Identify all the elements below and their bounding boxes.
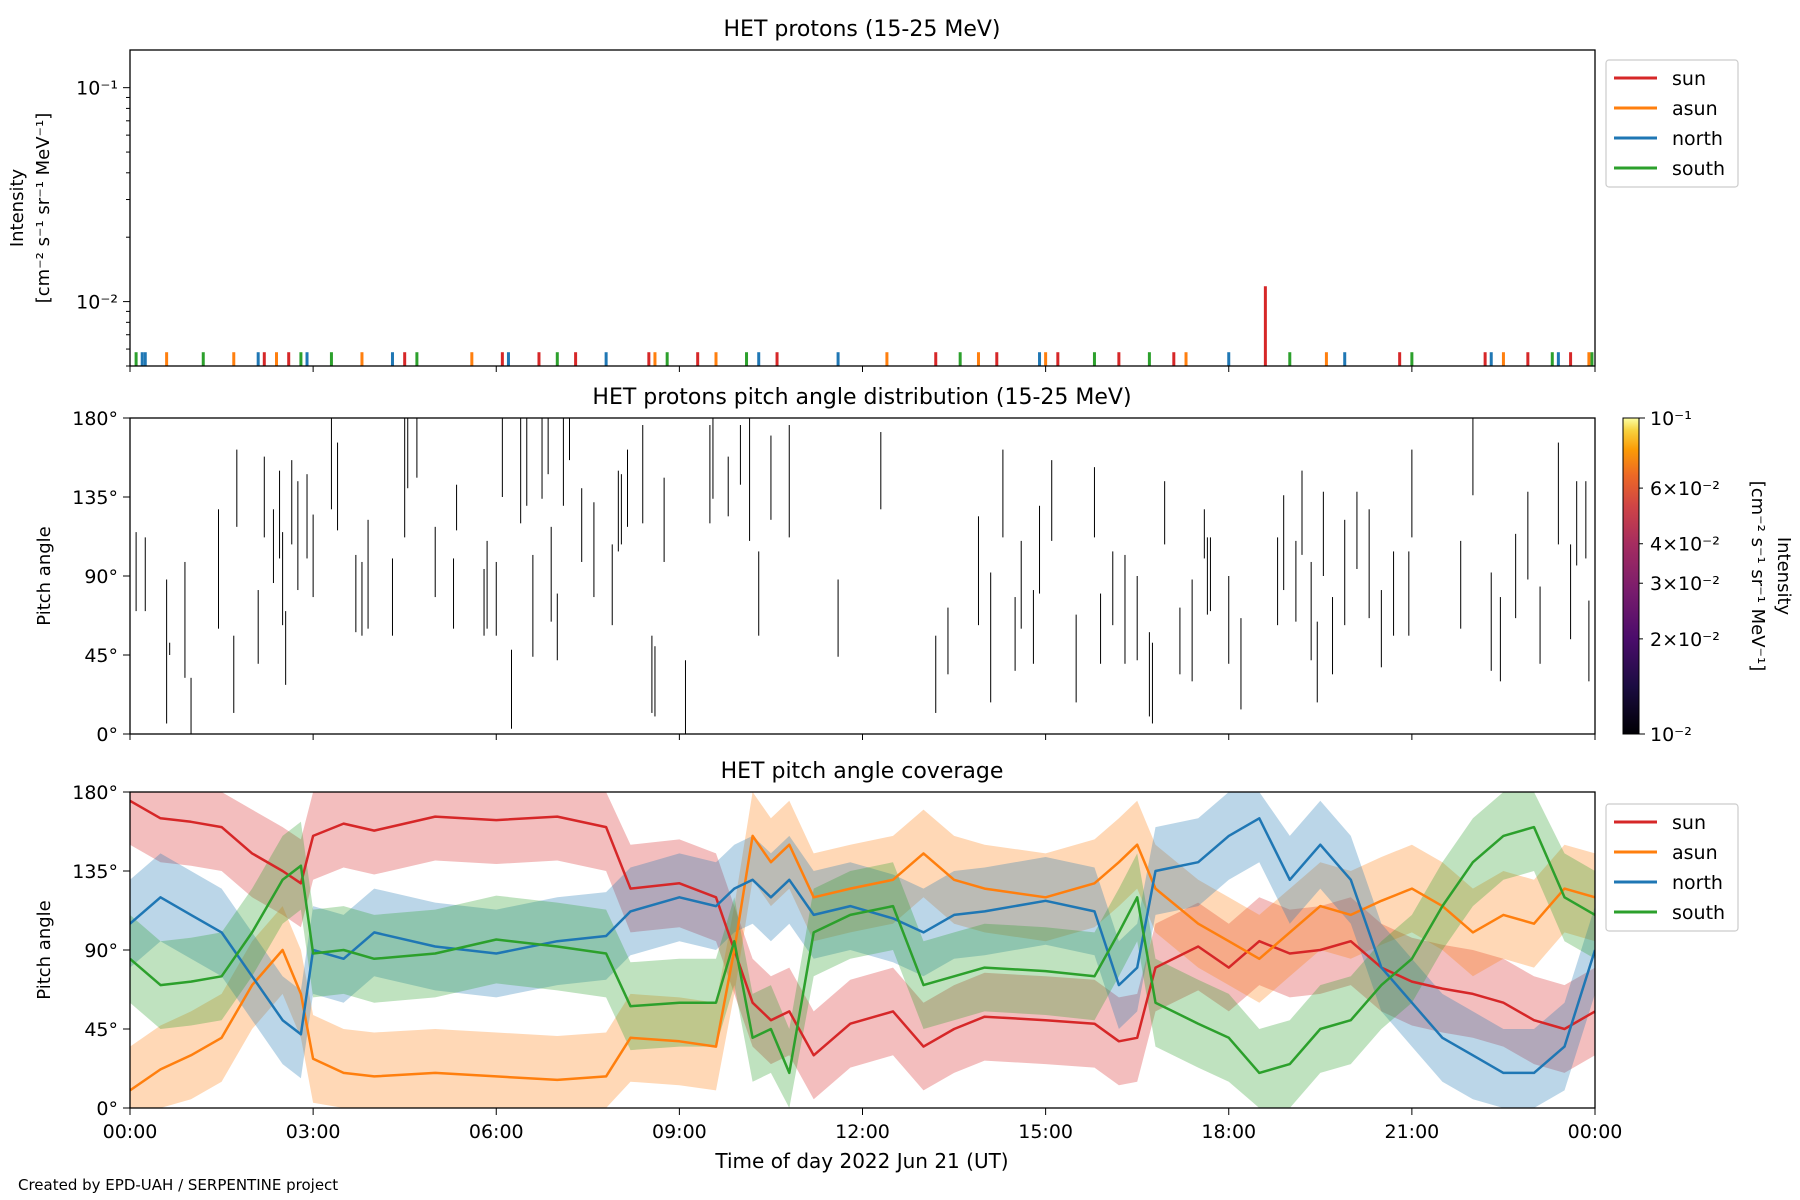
intensity-y-axis: 10⁻¹ 10⁻² [76, 78, 130, 367]
x-tick-label: 15:00 [1018, 1121, 1073, 1143]
coverage-x-axis: 00:00 03:00 06:00 09:00 12:00 15:00 18:00 21:00… [103, 1108, 1623, 1143]
x-tick-label: 00:00 [1568, 1121, 1623, 1143]
coverage-y-axis: 0° 45° 90° 135° 180° [72, 782, 130, 1120]
intensity-bars [134, 286, 1594, 366]
panel-pad-title: HET protons pitch angle distribution (15… [592, 385, 1131, 410]
x-tick-label: 21:00 [1384, 1121, 1439, 1143]
y-tick-label: 10⁻¹ [76, 78, 118, 100]
colorbar-tick-label: 10⁻¹ [1650, 408, 1692, 430]
y-tick-label: 90° [84, 940, 118, 962]
legend-label-south: south [1672, 158, 1725, 180]
y-tick-label: 135° [72, 861, 118, 883]
x-tick-label: 00:00 [103, 1121, 158, 1143]
legend-frame [1605, 803, 1739, 932]
y-tick-label: 45° [84, 645, 118, 667]
intensity-x-ticks [129, 366, 1596, 372]
pad-ylabel: Pitch angle [34, 526, 55, 625]
pad-segments [135, 418, 1590, 734]
colorbar-label-line2: [cm⁻² s⁻¹ sr⁻¹ MeV⁻¹] [1747, 481, 1768, 672]
colorbar-tick-label: 4×10⁻² [1650, 534, 1720, 556]
x-tick-label: 09:00 [652, 1121, 707, 1143]
legend-label-north: north [1672, 872, 1723, 894]
legend-label-sun: sun [1672, 68, 1706, 90]
colorbar-tick-label: 10⁻² [1650, 724, 1692, 746]
coverage-ylabel: Pitch angle [34, 900, 55, 999]
coverage-line-north [130, 817, 1595, 1075]
coverage-xlabel: Time of day 2022 Jun 21 (UT) [714, 1149, 1008, 1173]
x-tick-label: 06:00 [469, 1121, 524, 1143]
panel-pad: HET protons pitch angle distribution (15… [34, 385, 1794, 746]
plot-area-frame [129, 49, 1596, 367]
y-tick-label: 45° [84, 1019, 118, 1041]
coverage-bands [130, 792, 1595, 1108]
coverage-band-north [130, 792, 1595, 1108]
pad-x-ticks [129, 734, 1596, 740]
legend-label-asun: asun [1672, 842, 1718, 864]
colorbar-tick-label: 2×10⁻² [1650, 629, 1720, 651]
colorbar: 10⁻¹ 6×10⁻² 4×10⁻² 3×10⁻² 2×10⁻² 10⁻² Intensi… [1622, 408, 1794, 746]
x-tick-label: 03:00 [286, 1121, 341, 1143]
coverage-line-asun [130, 834, 1595, 1092]
legend-label-north: north [1672, 128, 1723, 150]
colorbar-tick-label: 3×10⁻² [1650, 573, 1720, 595]
plot-area-frame [129, 417, 1596, 735]
colorbar-ticks: 10⁻¹ 6×10⁻² 4×10⁻² 3×10⁻² 2×10⁻² 10⁻² [1639, 408, 1720, 746]
intensity-ylabel-line1: Intensity [7, 168, 28, 247]
coverage-plot [130, 792, 1595, 1108]
panel-intensity-title: HET protons (15-25 MeV) [724, 17, 1001, 42]
coverage-band-asun [130, 792, 1595, 1108]
coverage-lines [130, 799, 1595, 1092]
legend-top: sun asun north south [1605, 59, 1739, 188]
y-tick-label: 135° [72, 487, 118, 509]
coverage-band-south [130, 792, 1595, 1108]
legend-label-sun: sun [1672, 812, 1706, 834]
legend-frame [1605, 59, 1739, 188]
coverage-line-sun [130, 799, 1595, 1057]
footer-credit: Created by EPD-UAH / SERPENTINE project [18, 1176, 338, 1194]
coverage-line-south [130, 825, 1595, 1075]
y-tick-label: 10⁻² [76, 292, 118, 314]
colorbar-tick-label: 6×10⁻² [1650, 478, 1720, 500]
legend-label-asun: asun [1672, 98, 1718, 120]
panel-coverage-title: HET pitch angle coverage [721, 759, 1004, 784]
legend-bottom: sun asun north south [1605, 803, 1739, 932]
x-tick-label: 18:00 [1201, 1121, 1256, 1143]
intensity-ylabel-line2: [cm⁻² s⁻¹ sr⁻¹ MeV⁻¹] [33, 113, 54, 304]
y-tick-label: 180° [72, 782, 118, 804]
y-tick-label: 90° [84, 566, 118, 588]
panel-intensity: HET protons (15-25 MeV) 10⁻¹ 10⁻² Intensi… [7, 17, 1739, 372]
panel-coverage: HET pitch angle coverage 0° 45° 90° 135° 180… [34, 759, 1739, 1173]
x-tick-label: 12:00 [835, 1121, 890, 1143]
coverage-band-sun [130, 792, 1595, 1100]
y-tick-label: 0° [96, 1098, 118, 1120]
y-tick-label: 0° [96, 724, 118, 746]
legend-label-south: south [1672, 902, 1725, 924]
colorbar-gradient [1622, 417, 1640, 735]
y-tick-label: 180° [72, 408, 118, 430]
pad-y-axis: 0° 45° 90° 135° 180° [72, 408, 130, 746]
colorbar-label-line1: Intensity [1773, 537, 1794, 616]
